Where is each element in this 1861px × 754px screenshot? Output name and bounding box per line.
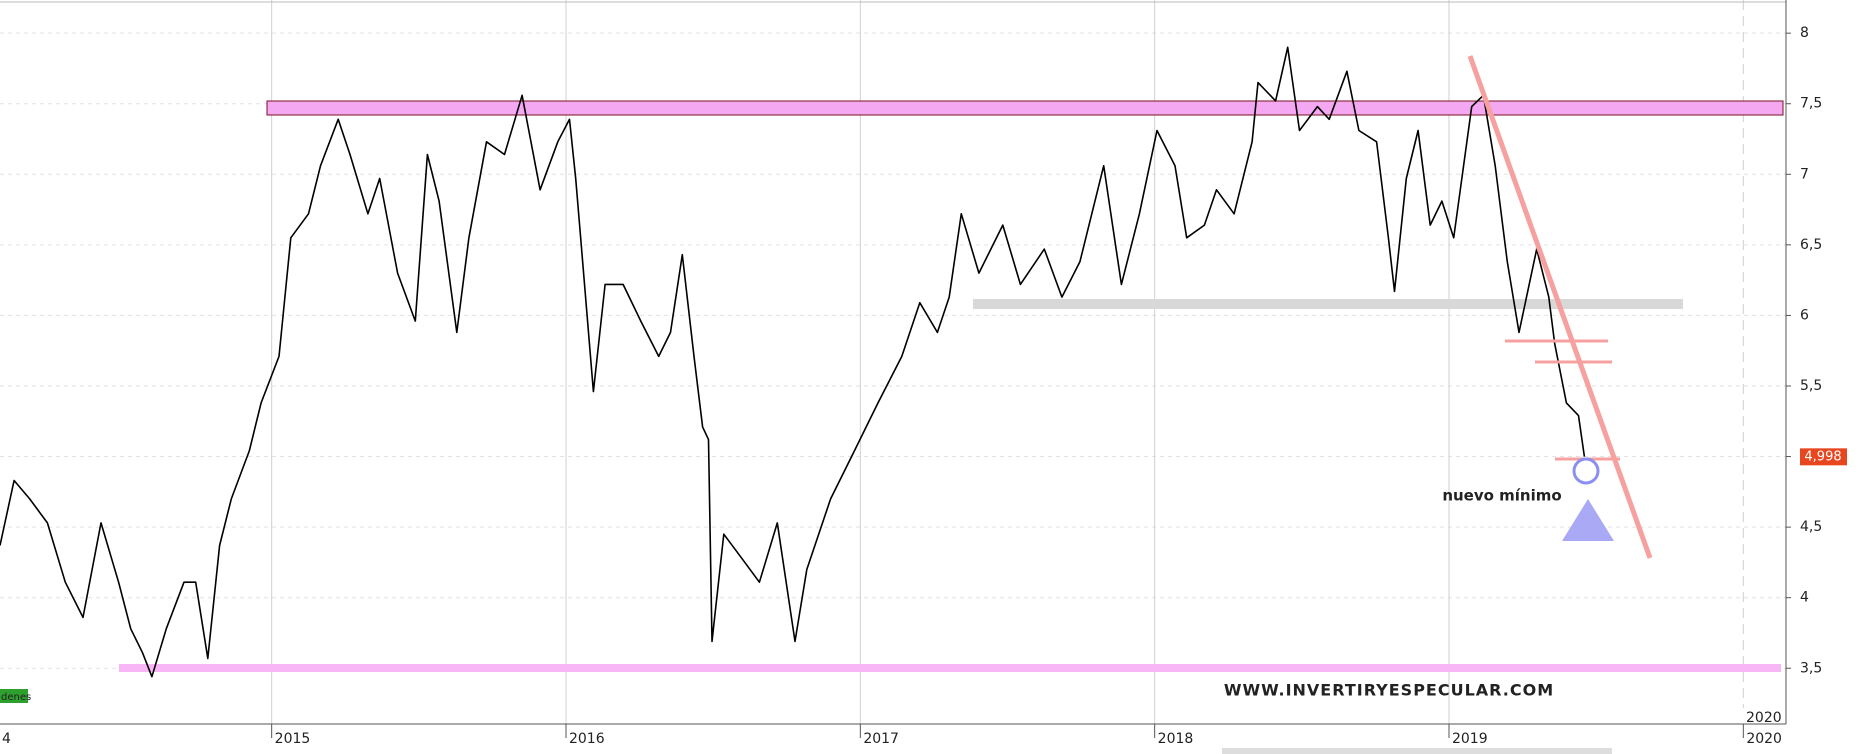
y-tick-label: 3,5 (1800, 660, 1822, 676)
x-tick-label: 2016 (569, 731, 605, 747)
up-arrow (1562, 499, 1614, 541)
x-tick-label: 2017 (863, 731, 899, 747)
x-tick-label: 2018 (1158, 731, 1194, 747)
resistance-zone (266, 100, 1784, 116)
annotation: nuevo mínimo (1442, 487, 1561, 505)
y-tick-label: 7,5 (1800, 96, 1822, 112)
trend-line (1467, 55, 1653, 559)
x-tick-label: 2020 (1746, 731, 1782, 747)
price-label: 4,998 (1804, 449, 1841, 464)
y-tick-label: 7 (1800, 166, 1809, 182)
label-bg (1742, 708, 1778, 724)
badge-text: denes (1, 692, 31, 703)
price-line (0, 46, 1586, 678)
annotation: 2020 (1746, 710, 1782, 726)
support-band (973, 299, 1683, 309)
y-tick-label: 4 (1800, 590, 1809, 606)
low-marker (1572, 457, 1600, 485)
series (0, 46, 1586, 678)
watermark: WWW.INVERTIRYESPECULAR.COM (1224, 681, 1554, 700)
scrollbar (1222, 748, 1612, 754)
x-tick-label: 4 (2, 731, 11, 747)
x-tick-label: 2015 (275, 731, 311, 747)
price-tag (1800, 448, 1847, 466)
axes: 3,544,555,566,577,5842015201620172018201… (2, 25, 1822, 747)
y-tick-label: 6 (1800, 307, 1809, 323)
y-tick-label: 8 (1800, 25, 1809, 41)
y-tick-label: 5,5 (1800, 378, 1822, 394)
support-zone (119, 664, 1781, 672)
badge (0, 689, 28, 703)
x-tick-label: 2019 (1452, 731, 1488, 747)
y-tick-label: 6,5 (1800, 237, 1822, 253)
y-tick-label: 4,5 (1800, 519, 1822, 535)
